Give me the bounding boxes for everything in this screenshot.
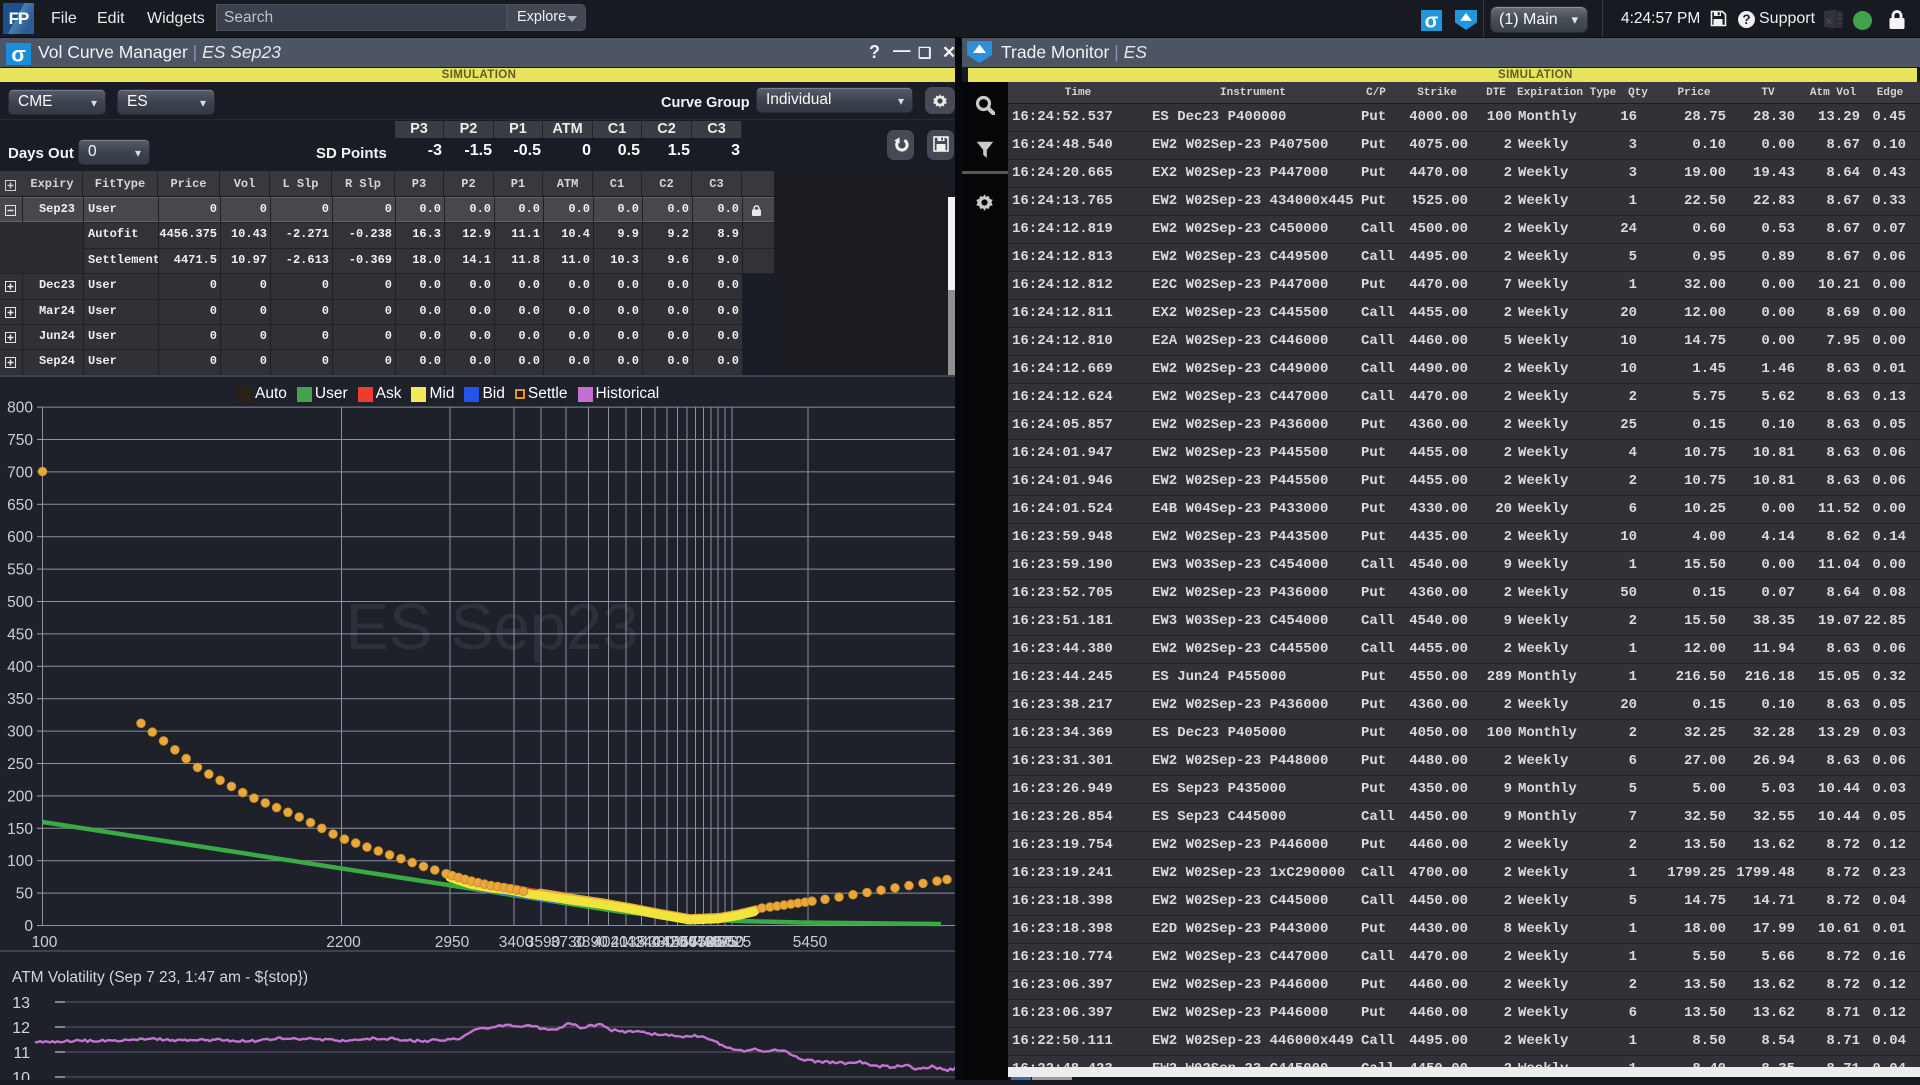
svg-text:4650: 4650	[680, 934, 715, 950]
svg-text:11: 11	[13, 1045, 30, 1062]
svg-text:4575: 4575	[672, 934, 706, 950]
svg-text:0: 0	[24, 918, 33, 935]
svg-text:5025: 5025	[717, 934, 751, 950]
svg-text:250: 250	[7, 756, 33, 773]
svg-text:σ: σ	[11, 44, 25, 66]
svg-text:σ: σ	[1425, 11, 1439, 32]
svg-text:4950: 4950	[710, 934, 745, 950]
svg-text:10: 10	[12, 1070, 30, 1080]
svg-text:650: 650	[7, 497, 33, 514]
svg-text:4240: 4240	[626, 934, 661, 950]
svg-text:450: 450	[7, 626, 33, 643]
svg-text:4725: 4725	[688, 934, 722, 950]
svg-text:350: 350	[7, 691, 33, 708]
svg-text:750: 750	[7, 432, 33, 449]
svg-text:400: 400	[7, 659, 33, 676]
svg-text:150: 150	[7, 821, 33, 838]
svg-text:2200: 2200	[326, 934, 361, 950]
svg-text:4800: 4800	[696, 934, 731, 950]
svg-text:12: 12	[12, 1020, 30, 1037]
svg-text:3890: 3890	[573, 934, 608, 950]
svg-text:3400: 3400	[499, 934, 534, 950]
svg-text:4135: 4135	[611, 934, 645, 950]
svg-text:5450: 5450	[793, 934, 828, 950]
svg-text:3730: 3730	[551, 934, 586, 950]
svg-text:550: 550	[7, 562, 33, 579]
svg-text:4330: 4330	[640, 934, 675, 950]
svg-text:4420: 4420	[652, 934, 687, 950]
svg-text:4500: 4500	[662, 934, 697, 950]
svg-text:2950: 2950	[435, 934, 470, 950]
svg-text:300: 300	[7, 724, 33, 741]
svg-text:3590: 3590	[526, 934, 561, 950]
svg-text:100: 100	[32, 934, 58, 950]
svg-text:800: 800	[7, 400, 33, 417]
svg-text:100: 100	[7, 853, 33, 870]
svg-text:600: 600	[7, 529, 33, 546]
svg-text:700: 700	[7, 464, 33, 481]
svg-text:ES Sep23: ES Sep23	[346, 590, 639, 663]
svg-text:50: 50	[16, 886, 34, 903]
svg-text:500: 500	[7, 594, 33, 611]
svg-text:?: ?	[1742, 12, 1750, 27]
svg-text:x: x	[1826, 16, 1832, 27]
svg-text:200: 200	[7, 788, 33, 805]
svg-text:4020: 4020	[593, 934, 628, 950]
svg-text:4875: 4875	[703, 934, 737, 950]
svg-text:13: 13	[12, 995, 30, 1012]
